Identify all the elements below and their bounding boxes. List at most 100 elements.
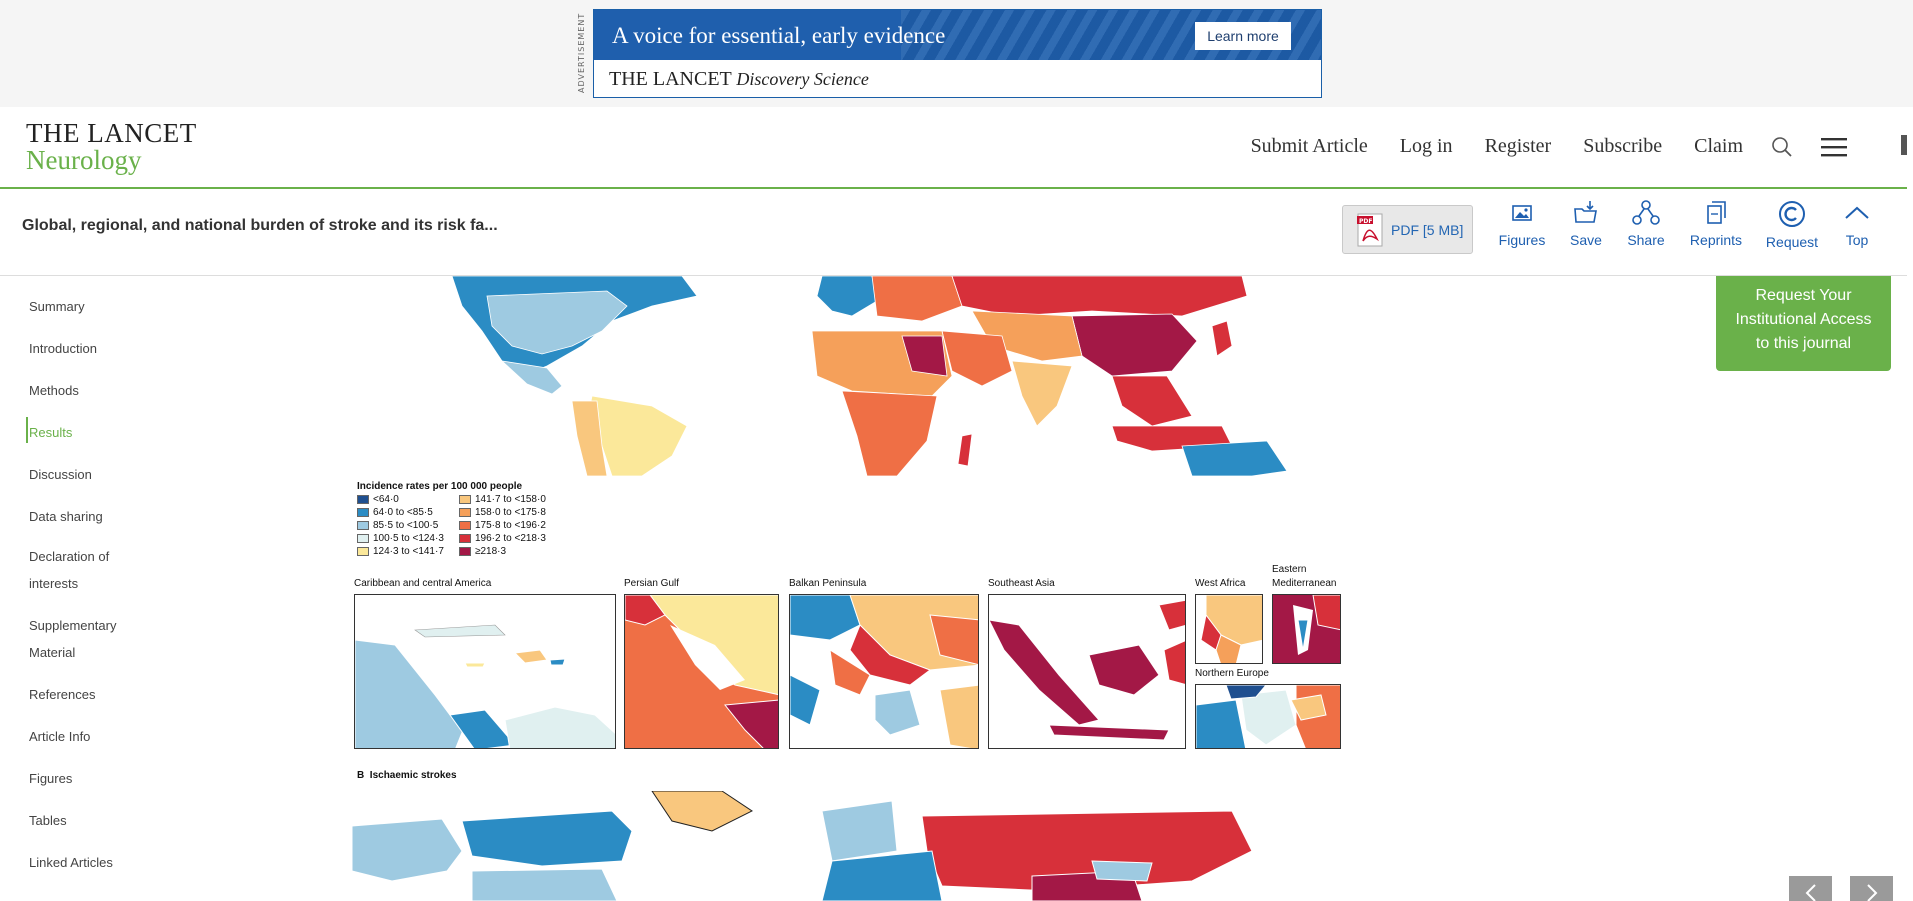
panel-b-region-scandinavia	[821, 800, 898, 862]
journal-logo[interactable]: THE LANCET Neurology	[26, 118, 197, 176]
nav-submit-article[interactable]: Submit Article	[1250, 135, 1368, 157]
chevron-up-icon	[1845, 206, 1869, 219]
tool-top[interactable]: Top	[1822, 200, 1892, 250]
next-figure-button[interactable]	[1850, 876, 1893, 901]
toc-results[interactable]: Results	[29, 425, 73, 440]
tool-reprints[interactable]: Reprints	[1681, 200, 1751, 250]
top-nav: Submit Article Log in Register Subscribe…	[1219, 135, 1847, 158]
toc-declaration-line2[interactable]: interests	[29, 576, 79, 591]
inset-label-mediterranean: Mediterranean	[1272, 578, 1337, 589]
toc-references[interactable]: References	[29, 687, 96, 702]
previous-figure-button[interactable]	[1789, 876, 1832, 901]
nav-register[interactable]: Register	[1484, 135, 1552, 157]
ad-learn-more-button[interactable]: Learn more	[1195, 22, 1291, 50]
inset-label-southeast-asia: Southeast Asia	[988, 578, 1055, 589]
ad-banner[interactable]: A voice for essential, early evidence Le…	[593, 9, 1322, 98]
tool-request-label: Request	[1765, 234, 1819, 250]
inset-label-caribbean: Caribbean and central America	[354, 578, 492, 589]
logo-lancet: THE LANCET	[26, 118, 197, 148]
request-access-button[interactable]: Request Your Institutional Access to thi…	[1716, 276, 1891, 371]
legend-label-9: 196·2 to <218·3	[475, 533, 546, 544]
advertisement-strip: ADVERTISEMENT A voice for essential, ear…	[0, 0, 1913, 107]
toc-data-sharing[interactable]: Data sharing	[29, 509, 103, 524]
inset-map-persian-gulf	[624, 594, 779, 749]
menu-icon[interactable]	[1821, 137, 1847, 157]
inset-label-eastern: Eastern	[1272, 564, 1307, 575]
legend-swatch-7	[459, 508, 471, 517]
legend-label-2: 64·0 to <85·5	[373, 507, 433, 518]
toc-declaration-line1[interactable]: Declaration of	[29, 549, 110, 564]
search-icon[interactable]	[1771, 136, 1793, 158]
request-line-3: to this journal	[1755, 335, 1852, 352]
legend-item-8: 175·8 to <196·2	[459, 520, 546, 531]
panel-b-region-greenland	[651, 791, 753, 832]
logo-neurology: Neurology	[26, 145, 142, 175]
legend-swatch-1	[357, 495, 369, 504]
tool-save[interactable]: Save	[1551, 200, 1621, 250]
map-region-europe-east	[871, 276, 963, 322]
nav-log-in[interactable]: Log in	[1399, 135, 1453, 157]
ad-side-label: ADVERTISEMENT	[577, 12, 586, 94]
tool-request[interactable]: Request	[1757, 200, 1827, 252]
toc-supplementary-line2[interactable]: Material	[29, 645, 76, 660]
panel-b-letter: B	[357, 770, 365, 781]
panel-b-region-usa	[471, 868, 618, 901]
toc-figures[interactable]: Figures	[29, 771, 73, 786]
legend-item-10: ≥218·3	[459, 546, 506, 557]
map-region-australia	[1181, 440, 1288, 476]
toc-methods[interactable]: Methods	[29, 383, 79, 398]
legend-item-7: 158·0 to <175·8	[459, 507, 546, 518]
legend-swatch-9	[459, 534, 471, 543]
toc-summary[interactable]: Summary	[29, 299, 85, 314]
toc-tables[interactable]: Tables	[29, 813, 67, 828]
inset-map-southeast-asia	[988, 594, 1186, 749]
inset-map-west-africa	[1195, 594, 1263, 664]
nav-subscribe[interactable]: Subscribe	[1583, 135, 1663, 157]
tool-reprints-label: Reprints	[1689, 232, 1743, 248]
article-toolbar: Global, regional, and national burden of…	[0, 190, 1907, 276]
toc-supplementary-line1[interactable]: Supplementary	[29, 618, 117, 633]
panel-b-region-canada	[461, 810, 633, 867]
toc-discussion[interactable]: Discussion	[29, 467, 92, 482]
legend-label-10: ≥218·3	[475, 546, 507, 557]
legend-swatch-4	[357, 534, 369, 543]
pdf-label: PDF [5 MB]	[1391, 221, 1464, 238]
article-figure[interactable]: Incidence rates per 100 000 people <64·0…	[352, 276, 1342, 901]
legend-label-6: 141·7 to <158·0	[475, 494, 546, 505]
legend-label-4: 100·5 to <124·3	[373, 533, 444, 544]
request-line-2: Institutional Access	[1735, 311, 1872, 328]
copyright-icon	[1779, 201, 1805, 227]
world-map-panel-b	[352, 791, 1253, 901]
inset-map-caribbean	[354, 594, 616, 749]
toc-article-info[interactable]: Article Info	[29, 729, 91, 744]
share-icon	[1632, 200, 1660, 225]
tool-top-label: Top	[1845, 232, 1869, 248]
request-line-1: Request Your	[1755, 287, 1852, 304]
toc-introduction[interactable]: Introduction	[29, 341, 97, 356]
legend-label-7: 158·0 to <175·8	[475, 507, 546, 518]
ad-tagline: A voice for essential, early evidence	[612, 23, 946, 48]
inset-map-eastern-mediterranean	[1272, 594, 1341, 664]
legend-item-5: 124·3 to <141·7	[357, 546, 444, 557]
map-region-egypt	[901, 335, 948, 377]
toc-linked-articles[interactable]: Linked Articles	[29, 855, 113, 870]
map-region-russia	[951, 276, 1248, 317]
map-region-madagascar	[957, 433, 973, 467]
legend-label-5: 124·3 to <141·7	[373, 546, 444, 557]
inset-map-balkan	[789, 594, 979, 749]
map-region-andes	[571, 400, 608, 476]
tool-share[interactable]: Share	[1611, 200, 1681, 250]
legend-swatch-5	[357, 547, 369, 556]
world-map-panel-a	[451, 276, 1288, 476]
legend-item-9: 196·2 to <218·3	[459, 533, 546, 544]
legend-title: Incidence rates per 100 000 people	[357, 481, 523, 492]
image-icon	[1512, 205, 1532, 221]
panel-b-title: Ischaemic strokes	[369, 770, 457, 781]
tool-figures[interactable]: Figures	[1487, 200, 1557, 250]
nav-claim[interactable]: Claim	[1694, 135, 1743, 157]
pdf-download-button[interactable]: PDF PDF [5 MB]	[1342, 205, 1473, 254]
map-region-india	[1011, 360, 1073, 427]
legend-swatch-8	[459, 521, 471, 530]
legend-label-8: 175·8 to <196·2	[475, 520, 546, 531]
legend-swatch-3	[357, 521, 369, 530]
